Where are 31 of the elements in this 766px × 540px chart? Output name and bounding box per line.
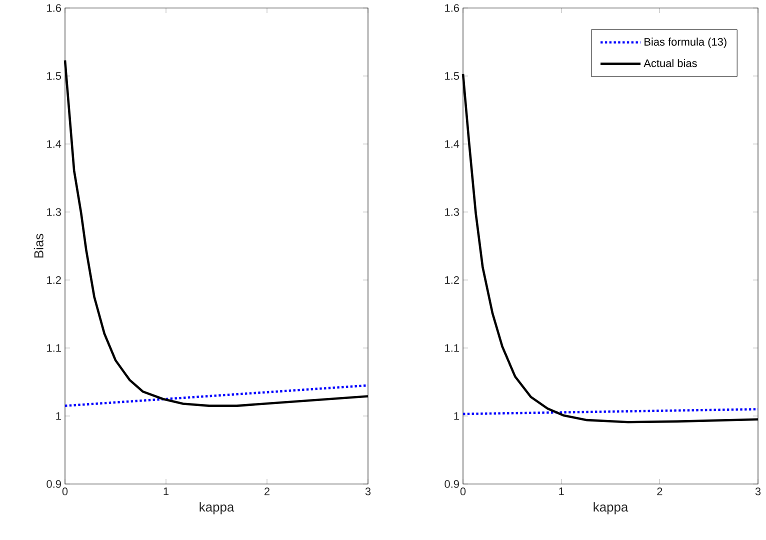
line-series [64,59,370,407]
y-tick-label: 1.2 [445,276,459,284]
y-tick-label: 1.4 [47,140,62,148]
line-series [462,72,760,424]
x-tick-label: 3 [365,488,371,496]
y-axis-title: Bias [34,234,44,258]
x-axis-title: kappa [594,502,628,514]
y-tick-label: 1.1 [47,344,61,352]
y-tick-label: 1.5 [445,72,460,80]
y-tick-label: 0.9 [46,480,61,488]
y-tick-label: 1 [56,412,61,420]
x-tick-label: 0 [460,488,466,496]
y-tick-label: 1.4 [445,140,460,148]
y-tick-label: 1.6 [47,4,61,12]
x-tick-label: 1 [559,488,564,496]
y-tick-label: 1.6 [445,4,459,12]
y-tick-label: 0.9 [444,480,459,488]
y-tick-label: 1.3 [47,208,61,216]
x-tick-label: 3 [755,488,761,496]
y-tick-label: 1.2 [47,276,61,284]
x-tick-label: 2 [657,488,662,496]
y-tick-label: 1.3 [445,208,459,216]
y-tick-label: 1.5 [47,72,62,80]
x-tick-label: 0 [62,488,68,496]
legend-label: Bias formula (13) [644,38,726,48]
x-tick-label: 2 [264,488,270,496]
x-tick-label: 1 [164,488,169,496]
y-tick-label: 1.1 [445,344,459,352]
legend-label: Actual bias [644,59,697,68]
x-axis-title: kappa [200,502,234,514]
y-tick-label: 1 [454,412,459,420]
